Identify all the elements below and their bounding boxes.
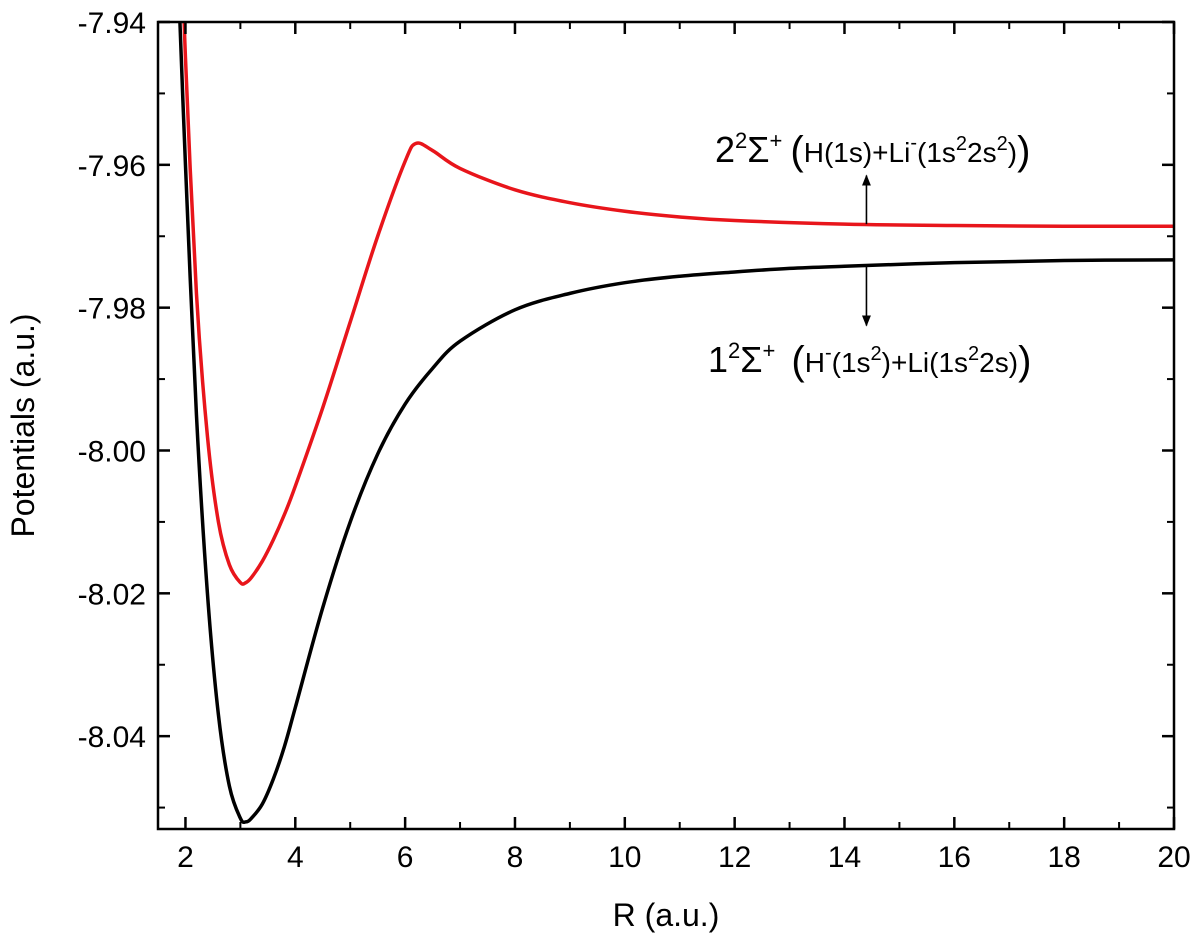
y-tick-label: -7.94 <box>78 7 146 40</box>
series-line-upper <box>182 22 1174 586</box>
upper-paren-close: ) <box>1017 129 1030 173</box>
x-axis-title: R (a.u.) <box>613 897 720 933</box>
x-tick-label: 14 <box>828 841 861 874</box>
x-tick-label: 6 <box>397 841 414 874</box>
upper-symbol-sup: + <box>770 128 783 153</box>
lower-config-end: 2s) <box>979 347 1018 378</box>
x-tick-label: 12 <box>718 841 751 874</box>
lower-symbol-sup: + <box>763 338 776 363</box>
x-tick-label: 18 <box>1047 841 1080 874</box>
series-layer <box>178 22 1174 825</box>
y-tick-label: -7.98 <box>78 293 146 326</box>
annotations-layer: 22Σ+ (H(1s)+Li-(1s22s2))12Σ+ (H-(1s2)+Li(1… <box>708 128 1031 383</box>
x-tick-label: 16 <box>938 841 971 874</box>
lower-config-mid: (1s <box>832 347 871 378</box>
y-axis-title: Potentials (a.u.) <box>5 313 41 537</box>
upper-term-sup: 2 <box>735 128 747 153</box>
lower-symbol: Σ <box>740 339 762 380</box>
upper-config-rest2: 2s <box>967 137 997 168</box>
upper-config-close: ) <box>1008 137 1017 168</box>
lower-term-sup: 2 <box>728 338 740 363</box>
x-tick-label: 10 <box>608 841 641 874</box>
lower-paren-close: ) <box>1018 339 1031 383</box>
upper-paren-open: ( <box>790 129 804 173</box>
ticks-layer: 2 4 6 8 10 12 14 16 18 20-7.94-7.96-7.98-8.00-8.0… <box>78 7 1191 874</box>
plot-frame <box>156 20 1176 831</box>
lower-config-mid2: )+Li(1s <box>882 347 968 378</box>
lower-term: 1 <box>708 339 728 380</box>
upper-config: H(1s)+Li <box>804 137 911 168</box>
lower-config-mid-sup: 2 <box>871 343 882 365</box>
upper-config-rest: (1s <box>917 137 956 168</box>
y-tick-label: -7.96 <box>78 150 146 183</box>
lower-paren-open: ( <box>791 339 805 383</box>
x-tick-label: 8 <box>507 841 524 874</box>
y-tick-label: -8.04 <box>78 721 146 754</box>
svg-text:22Σ+(H(1s)+Li-(1s22s2)): 22Σ+ (H(1s)+Li-(1s22s2)) <box>715 128 1030 173</box>
y-tick-label: -8.00 <box>78 435 146 468</box>
svg-text:12Σ+(H-(1s2)+Li(1s22s)): 12Σ+ (H-(1s2)+Li(1s22s)) <box>708 338 1031 383</box>
lower-config: H <box>805 347 825 378</box>
upper-config-rest-sup: 2 <box>956 133 967 155</box>
x-tick-label: 2 <box>177 841 194 874</box>
x-tick-label: 20 <box>1157 841 1190 874</box>
lower-config-sup: - <box>825 342 832 364</box>
lower-state-label: 12Σ+ (H-(1s2)+Li(1s22s)) <box>708 338 1031 383</box>
series-line-lower <box>178 22 1174 825</box>
upper-config-rest2-sup: 2 <box>997 133 1008 155</box>
upper-config-sup: - <box>910 132 917 154</box>
upper-state-label: 22Σ+ (H(1s)+Li-(1s22s2)) <box>715 128 1030 173</box>
upper-symbol: Σ <box>747 129 769 170</box>
upper-term: 2 <box>715 129 735 170</box>
lower-config-mid2-sup: 2 <box>968 343 979 365</box>
y-tick-label: -8.02 <box>78 578 146 611</box>
x-tick-label: 4 <box>287 841 304 874</box>
